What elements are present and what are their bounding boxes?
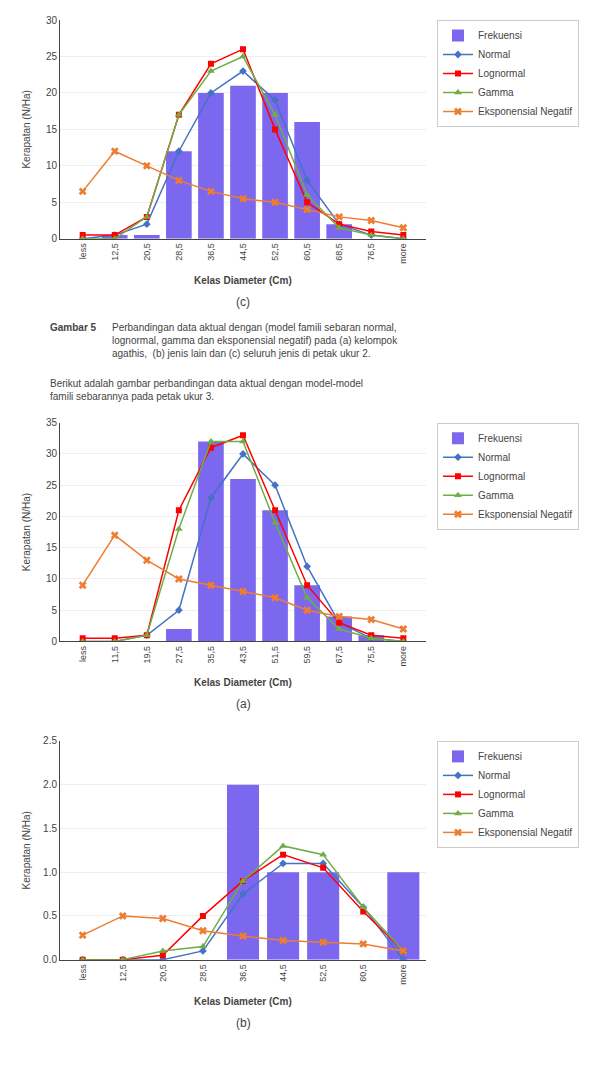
svg-text:1.5: 1.5 [43, 823, 57, 834]
svg-text:2.0: 2.0 [43, 779, 57, 790]
svg-text:Eksponensial Negatif: Eksponensial Negatif [478, 827, 572, 838]
svg-text:more: more [398, 964, 408, 985]
svg-text:Normal: Normal [478, 452, 510, 463]
svg-text:30: 30 [46, 448, 58, 459]
svg-text:Eksponensial Negatif: Eksponensial Negatif [478, 106, 572, 117]
svg-text:67,5: 67,5 [334, 646, 344, 664]
svg-text:44,5: 44,5 [278, 964, 288, 982]
svg-text:Perbandingan data aktual denga: Perbandingan data aktual dengan (model f… [112, 322, 398, 359]
svg-text:25: 25 [46, 51, 58, 62]
svg-text:Normal: Normal [478, 770, 510, 781]
svg-text:44,5: 44,5 [238, 243, 248, 261]
svg-text:Lognormal: Lognormal [478, 471, 525, 482]
svg-text:76,5: 76,5 [366, 243, 376, 261]
svg-text:0: 0 [51, 233, 57, 244]
svg-text:Lognormal: Lognormal [478, 68, 525, 79]
svg-text:35,5: 35,5 [206, 646, 216, 664]
svg-text:(b): (b) [236, 1016, 251, 1030]
svg-text:12,5: 12,5 [118, 964, 128, 982]
svg-text:Kelas Diameter (Cm): Kelas Diameter (Cm) [194, 275, 292, 286]
svg-text:30: 30 [46, 15, 58, 26]
svg-text:10: 10 [46, 573, 58, 584]
svg-text:52,5: 52,5 [318, 964, 328, 982]
svg-text:0.5: 0.5 [43, 910, 57, 921]
svg-text:27,5: 27,5 [174, 646, 184, 664]
svg-text:2.5: 2.5 [43, 735, 57, 746]
svg-text:19,5: 19,5 [142, 646, 152, 664]
svg-text:0.0: 0.0 [43, 954, 57, 965]
svg-text:(c): (c) [236, 295, 250, 309]
svg-text:5: 5 [51, 605, 57, 616]
svg-text:52,5: 52,5 [270, 243, 280, 261]
svg-text:20,5: 20,5 [158, 964, 168, 982]
svg-text:20,5: 20,5 [142, 243, 152, 261]
svg-text:15: 15 [46, 542, 58, 553]
svg-text:36,5: 36,5 [238, 964, 248, 982]
svg-text:0: 0 [51, 636, 57, 647]
svg-text:Kelas Diameter (Cm): Kelas Diameter (Cm) [194, 996, 292, 1007]
svg-text:60,5: 60,5 [302, 243, 312, 261]
svg-text:Kerapatan (N/Ha): Kerapatan (N/Ha) [21, 90, 32, 168]
svg-text:Lognormal: Lognormal [478, 789, 525, 800]
svg-text:43,5: 43,5 [238, 646, 248, 664]
svg-text:more: more [398, 243, 408, 264]
svg-text:59,5: 59,5 [302, 646, 312, 664]
svg-text:12,5: 12,5 [110, 243, 120, 261]
svg-text:less: less [78, 964, 88, 981]
svg-text:Gamma: Gamma [478, 87, 514, 98]
svg-text:less: less [78, 646, 88, 663]
svg-text:75,5: 75,5 [366, 646, 376, 664]
svg-text:Eksponensial Negatif: Eksponensial Negatif [478, 509, 572, 520]
svg-text:28,5: 28,5 [174, 243, 184, 261]
svg-text:Frekuensi: Frekuensi [478, 30, 522, 41]
svg-text:Gamma: Gamma [478, 808, 514, 819]
svg-text:Berikut adalah gambar perbandi: Berikut adalah gambar perbandingan data … [50, 378, 363, 402]
svg-text:Normal: Normal [478, 49, 510, 60]
svg-text:60,5: 60,5 [358, 964, 368, 982]
svg-text:11,5: 11,5 [110, 646, 120, 663]
svg-text:Kerapatan (N/Ha): Kerapatan (N/Ha) [21, 811, 32, 889]
svg-text:Frekuensi: Frekuensi [478, 751, 522, 762]
svg-text:1.0: 1.0 [43, 867, 57, 878]
svg-text:(a): (a) [236, 697, 251, 711]
svg-text:Gambar 5: Gambar 5 [50, 322, 97, 333]
svg-text:68,5: 68,5 [334, 243, 344, 261]
svg-text:36,5: 36,5 [206, 243, 216, 261]
svg-text:20: 20 [46, 511, 58, 522]
svg-text:less: less [78, 243, 88, 260]
svg-text:28,5: 28,5 [198, 964, 208, 982]
svg-text:10: 10 [46, 160, 58, 171]
svg-text:51,5: 51,5 [270, 646, 280, 664]
svg-text:15: 15 [46, 124, 58, 135]
svg-text:25: 25 [46, 480, 58, 491]
svg-text:35: 35 [46, 417, 58, 428]
svg-text:Gamma: Gamma [478, 490, 514, 501]
svg-text:Kelas Diameter (Cm): Kelas Diameter (Cm) [194, 677, 292, 688]
svg-text:Frekuensi: Frekuensi [478, 433, 522, 444]
svg-text:more: more [398, 646, 408, 667]
svg-text:5: 5 [51, 197, 57, 208]
svg-text:20: 20 [46, 87, 58, 98]
svg-text:Kerapatan (N/Ha): Kerapatan (N/Ha) [21, 493, 32, 571]
